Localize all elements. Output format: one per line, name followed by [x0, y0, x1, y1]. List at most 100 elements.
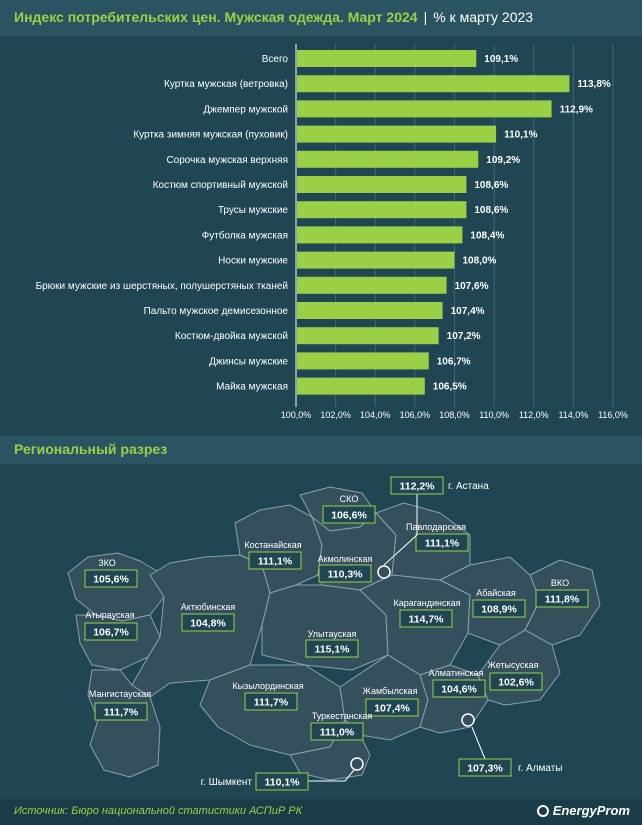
title-main: Индекс потребительских цен. Мужская одеж… — [14, 9, 418, 25]
category-label: Всего — [262, 54, 289, 65]
bar — [297, 75, 570, 93]
region-map: ЗКО 105,6% Атырауская 106,7% Мангистауская 11… — [67, 476, 601, 791]
bar — [297, 100, 552, 118]
category-label: Джемпер мужской — [203, 104, 288, 115]
region-value: 114,7% — [408, 614, 444, 626]
region-name: Туркестанская — [312, 711, 373, 721]
region-name: Костанайская — [244, 540, 301, 550]
value-label: 110,1% — [504, 130, 537, 141]
region-value: 106,6% — [331, 510, 367, 522]
value-label: 107,6% — [455, 281, 489, 292]
city-value: 112,2% — [399, 481, 435, 493]
region-value-box — [318, 564, 372, 583]
value-label: 107,4% — [451, 306, 485, 317]
city-leader-line — [383, 534, 418, 566]
x-tick-label: 108,0% — [439, 410, 470, 420]
city-name: г. Алматы — [518, 763, 562, 774]
region-name: Абайская — [476, 588, 516, 598]
region-value-box — [248, 551, 302, 570]
title-separator: | — [423, 9, 428, 25]
bar — [297, 327, 439, 345]
region-value-box — [365, 698, 419, 717]
logo-text: EnergyProm — [552, 803, 630, 818]
bar — [297, 125, 497, 143]
x-tick-label: 106,0% — [400, 410, 431, 420]
chart-title: Индекс потребительских цен. Мужская одеж… — [14, 9, 533, 25]
city-value-box — [458, 758, 512, 777]
bar — [297, 150, 479, 168]
category-label: Пальто мужское демисезонное — [144, 306, 289, 317]
value-label: 108,6% — [474, 180, 508, 191]
region-value-box — [415, 533, 469, 552]
bar — [297, 352, 429, 370]
region-name: Улытауская — [308, 629, 357, 639]
x-tick-label: 104,0% — [360, 410, 391, 420]
bar-chart-area: 100,0% 102,0% 104,0% 106,0% 108,0% 110,0% 112,… — [0, 36, 642, 425]
category-label: Футболка мужская — [202, 229, 288, 241]
region-name: ВКО — [551, 578, 569, 588]
region-value-box — [322, 505, 376, 524]
header-bar: Индекс потребительских цен. Мужская одеж… — [0, 0, 642, 36]
footer-bar: Источник: Бюро национальной статистики А… — [0, 799, 642, 825]
value-label: 108,0% — [463, 256, 497, 267]
region-value-box — [472, 599, 526, 618]
city-value: 107,3% — [467, 763, 503, 775]
region-value: 106,7% — [93, 627, 129, 639]
value-label: 107,2% — [447, 331, 481, 342]
value-label: 106,7% — [437, 356, 471, 367]
bar — [297, 251, 455, 269]
category-label: Костюм-двойка мужской — [175, 331, 288, 342]
value-label: 112,9% — [560, 104, 593, 115]
x-tick-label: 114,0% — [558, 410, 588, 420]
city-value-box — [390, 476, 444, 495]
region-value: 115,1% — [314, 644, 350, 656]
region-value: 111,0% — [320, 727, 355, 739]
region-name: СКО — [340, 494, 359, 504]
x-tick-label: 112,0% — [519, 410, 549, 420]
region-name: Жетысуская — [488, 660, 539, 670]
value-label: 108,4% — [470, 230, 504, 241]
x-tick-label: 102,0% — [320, 410, 351, 420]
value-label: 109,2% — [486, 155, 520, 166]
bar — [297, 201, 467, 219]
city-leader-line — [471, 726, 486, 760]
region-value: 111,1% — [258, 556, 293, 568]
bar — [297, 226, 463, 244]
city-name: г. Астана — [448, 481, 489, 492]
region-value: 102,6% — [498, 677, 534, 689]
city-value-box — [255, 772, 309, 791]
region-value: 110,3% — [327, 569, 363, 581]
region-value: 104,6% — [441, 684, 477, 696]
region-value-box — [310, 722, 364, 741]
region-value-box — [94, 702, 148, 721]
region-name: ЗКО — [98, 558, 116, 568]
region-value-box — [244, 692, 298, 711]
category-label: Трусы мужские — [218, 205, 289, 216]
category-label: Брюки мужские из шерстяных, полушерстяны… — [36, 281, 288, 292]
city-value: 110,1% — [264, 777, 300, 789]
region-name: Атырауская — [85, 610, 134, 620]
region-value-box — [84, 622, 138, 641]
region-value: 111,8% — [545, 594, 580, 606]
region-value: 107,4% — [374, 703, 410, 715]
region-value-box — [84, 569, 138, 588]
region-name: Кызылординская — [232, 681, 303, 691]
region-name: Карагандинская — [393, 598, 460, 608]
region-value: 104,8% — [190, 618, 226, 630]
bar — [297, 377, 425, 395]
region-name: Павлодарская — [406, 522, 466, 532]
x-tick-label: 116,0% — [598, 410, 628, 420]
region-name: Жамбылская — [363, 686, 418, 696]
region-value: 111,1% — [425, 538, 460, 550]
region-title: Региональный разрез — [14, 441, 168, 457]
city-marker-icon — [350, 757, 364, 771]
region-value-box — [181, 613, 235, 632]
bar-chart: 100,0% 102,0% 104,0% 106,0% 108,0% 110,0% 112,… — [36, 44, 628, 420]
region-name: Алматинская — [429, 668, 484, 678]
category-label: Сорочка мужская верхняя — [166, 155, 288, 166]
category-label: Куртка зимняя мужская (пуховик) — [133, 130, 288, 141]
region-name: Мангистауская — [89, 689, 151, 699]
city-marker-icon — [461, 713, 475, 727]
category-label: Джинсы мужские — [209, 356, 288, 367]
title-subtitle: % к марту 2023 — [433, 9, 534, 25]
